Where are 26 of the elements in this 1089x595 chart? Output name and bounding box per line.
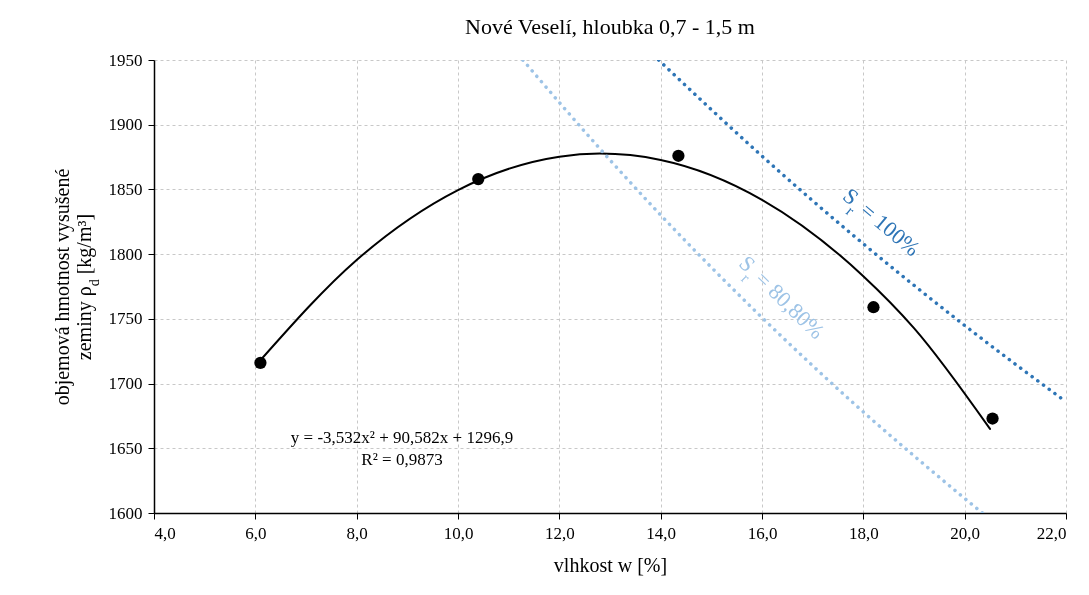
x-tick-label: 4,0 (154, 523, 176, 543)
x-tick-label: 6,0 (245, 523, 267, 543)
x-tick-label: 12,0 (544, 523, 575, 543)
point (672, 149, 685, 162)
y-tick-label: 1850 (108, 179, 143, 199)
annotation: y = -3,532x² + 90,582x + 1296,9 (290, 428, 514, 447)
x-tick-label: 8,0 (346, 523, 368, 543)
y-tick-label: 1600 (108, 503, 143, 523)
y-tick-label: 1650 (108, 438, 143, 458)
point (867, 301, 880, 314)
chart-title: Nové Veselí, hloubka 0,7 - 1,5 m (465, 14, 755, 39)
line-series (521, 60, 985, 513)
y-tick-label: 1750 (108, 309, 143, 329)
point (986, 412, 999, 425)
y-tick-label: 1900 (108, 115, 143, 135)
x-tick-label: 22,0 (1036, 523, 1067, 543)
x-tick-label: 16,0 (747, 523, 778, 543)
x-axis-title: vlhkost w [%] (553, 553, 668, 576)
x-tick-label: 18,0 (848, 523, 879, 543)
x-tick-label: 20,0 (950, 523, 981, 543)
y-tick-label: 1700 (108, 374, 143, 394)
y-tick-label: 1950 (108, 50, 143, 70)
y-tick-label: 1800 (108, 244, 143, 264)
annotation: R² = 0,9873 (361, 450, 443, 469)
x-tick-label: 10,0 (443, 523, 474, 543)
x-tick-label: 14,0 (646, 523, 677, 543)
